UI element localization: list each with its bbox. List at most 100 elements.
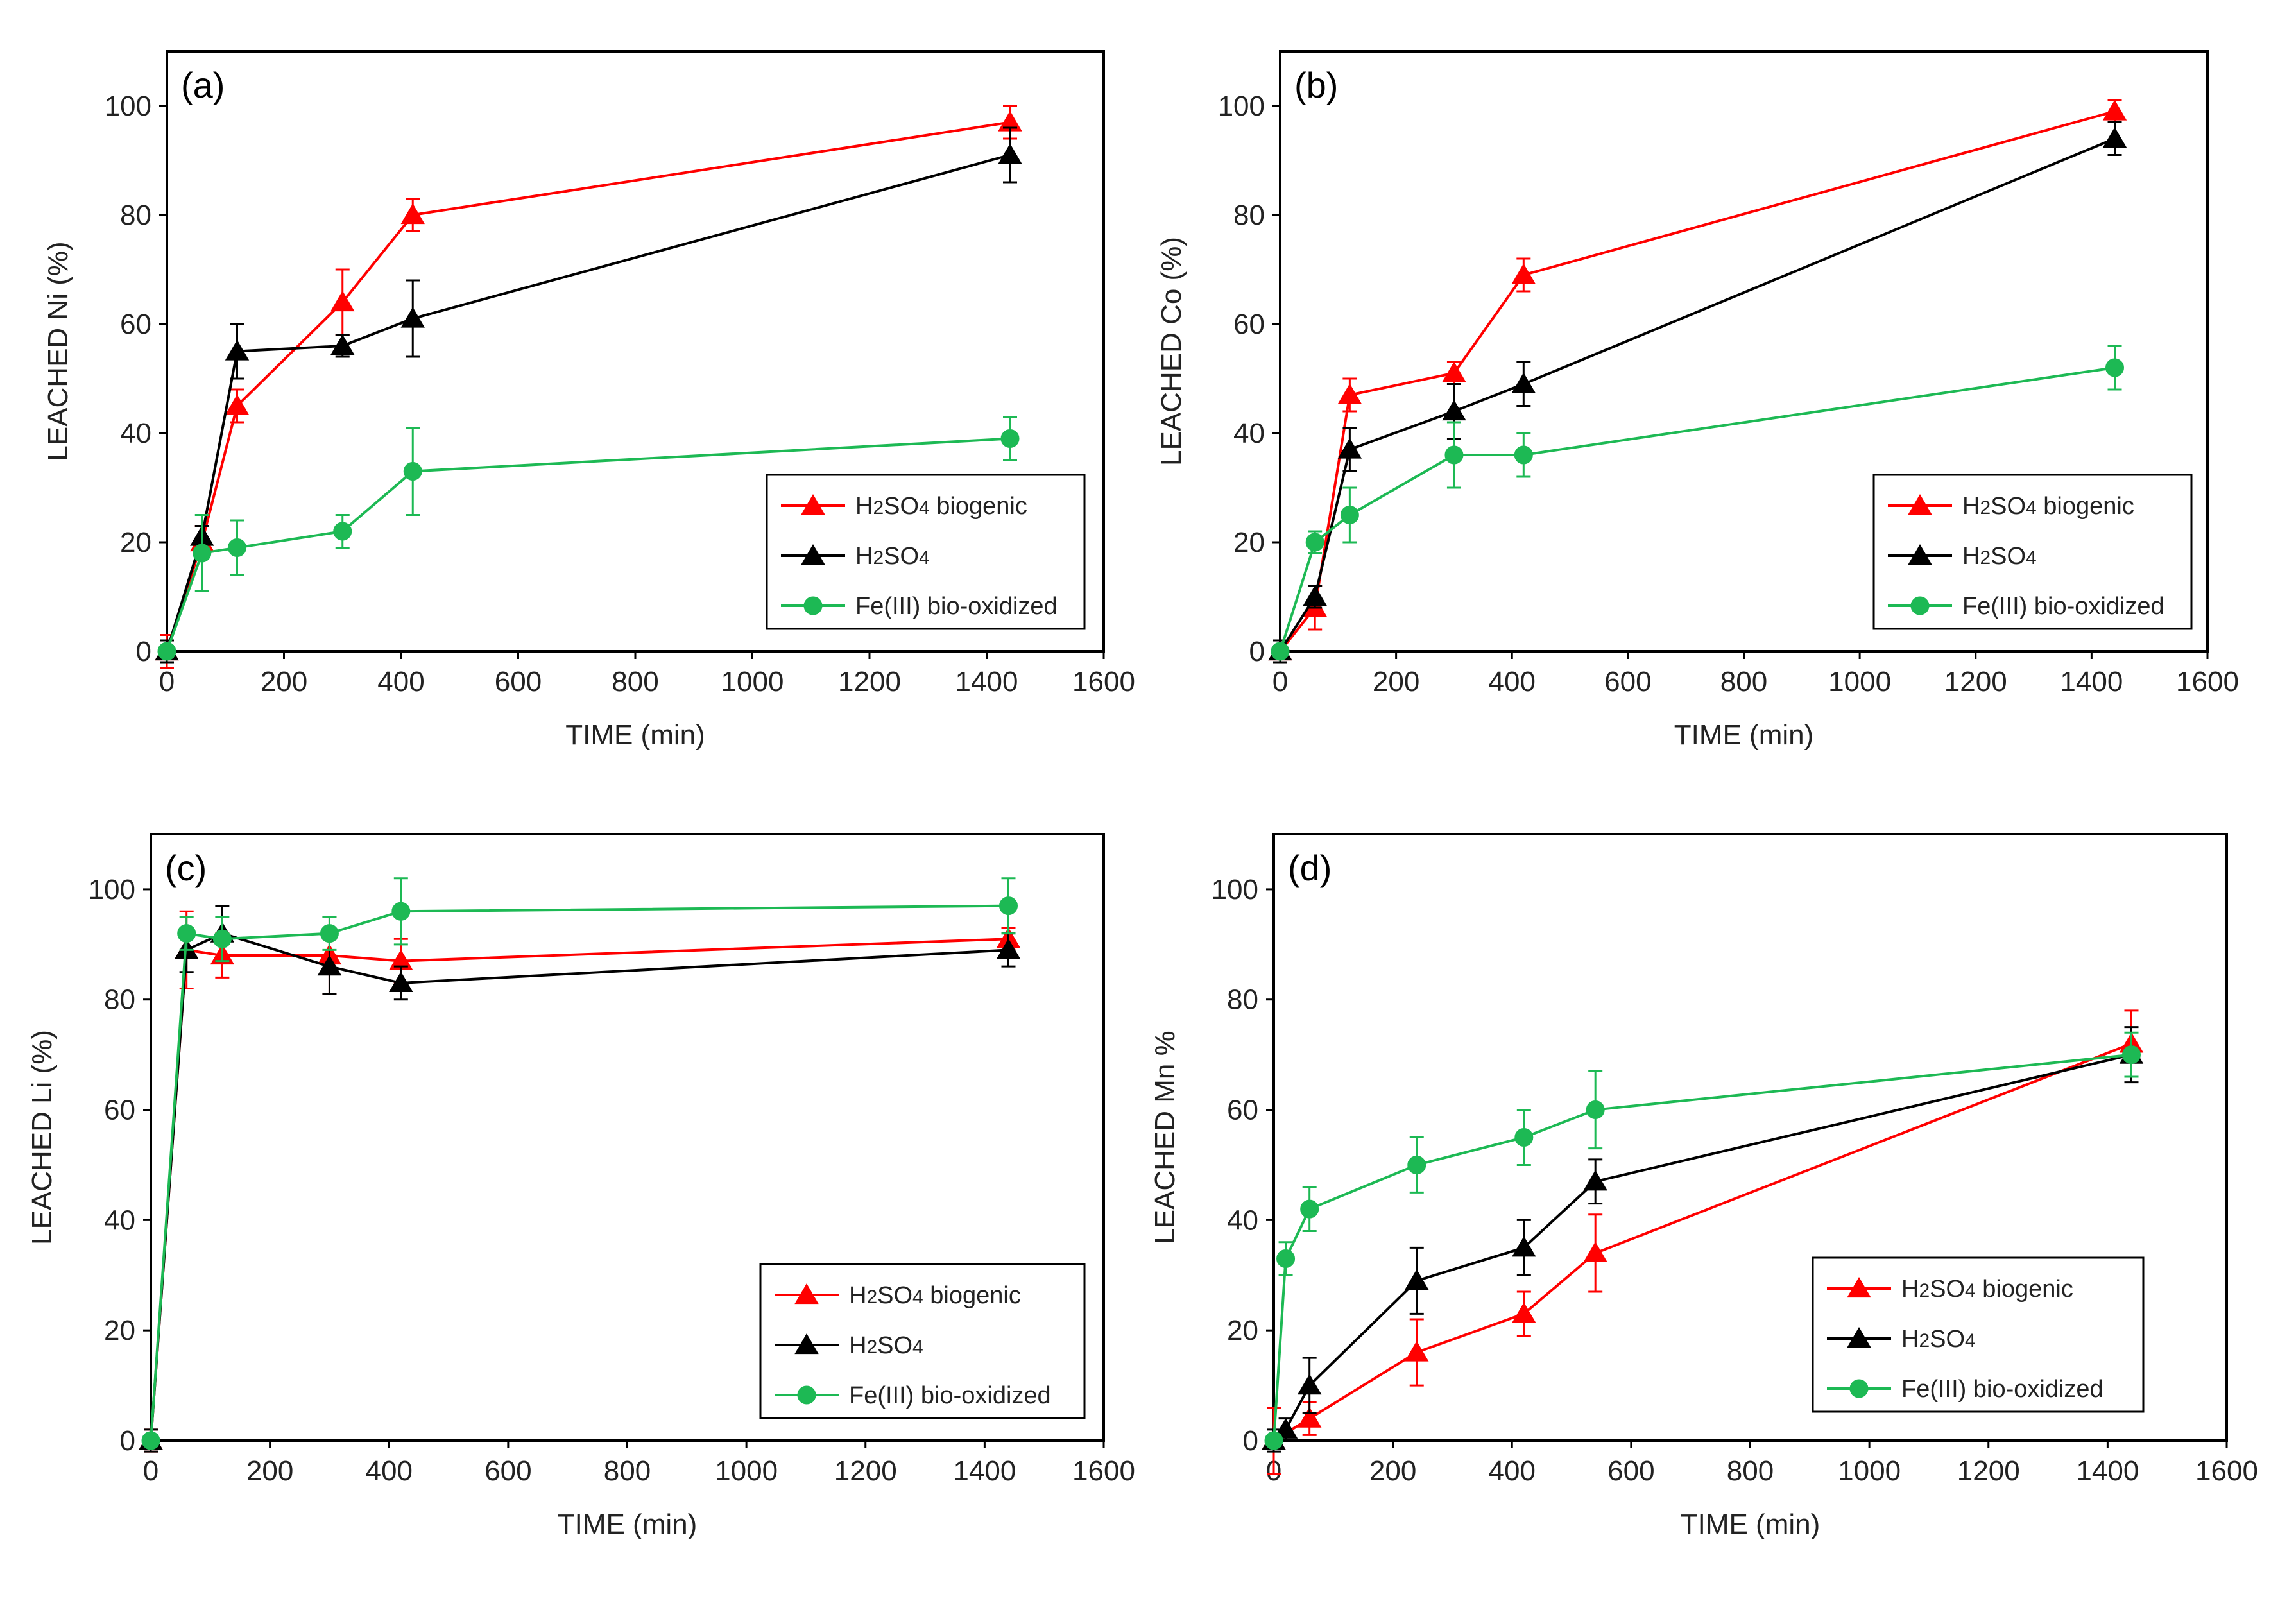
x-tick-label: 600 — [484, 1455, 531, 1487]
x-tick-label: 200 — [261, 666, 307, 698]
x-tick-label: 400 — [377, 666, 424, 698]
x-tick-label: 800 — [612, 666, 658, 698]
data-point — [1264, 1431, 1283, 1450]
x-tick-label: 1200 — [838, 666, 901, 698]
data-point — [998, 143, 1022, 164]
x-tick-label: 800 — [1727, 1455, 1774, 1487]
data-point — [1511, 263, 1536, 284]
y-tick-label: 40 — [120, 418, 151, 449]
legend-marker — [801, 494, 825, 515]
data-point — [225, 339, 250, 361]
legend-label: H2SO4 — [1901, 1326, 1976, 1353]
data-point — [2105, 358, 2124, 377]
y-tick-label: 40 — [1227, 1204, 1258, 1236]
y-tick-label: 20 — [120, 527, 151, 558]
y-tick-label: 80 — [104, 984, 135, 1016]
legend-label: Fe(III) bio-oxidized — [1901, 1376, 2103, 1403]
data-point — [1297, 1407, 1322, 1428]
series-line — [150, 904, 1009, 1441]
y-tick-label: 40 — [104, 1204, 135, 1236]
data-point — [2102, 127, 2127, 148]
data-point — [1340, 506, 1359, 524]
y-tick-label: 80 — [1233, 200, 1265, 231]
data-point — [1297, 1374, 1322, 1395]
series-2 — [1268, 121, 2127, 664]
data-point — [330, 291, 355, 312]
data-point — [1273, 1417, 1298, 1439]
x-tick-label: 0 — [1272, 666, 1288, 698]
legend-marker — [794, 1333, 819, 1355]
data-point — [1303, 585, 1327, 606]
y-tick-label: 100 — [89, 874, 135, 905]
data-point — [1442, 400, 1466, 421]
x-tick-label: 600 — [1607, 1455, 1654, 1487]
x-tick-label: 1400 — [2076, 1455, 2139, 1487]
y-tick-label: 60 — [120, 309, 151, 340]
data-point — [1511, 372, 1536, 393]
data-point — [1442, 361, 1466, 382]
data-point — [1000, 429, 1020, 448]
legend: H2SO4 biogenic H2SO4 Fe(III) bio-oxidized — [766, 474, 1086, 630]
y-tick-label: 60 — [104, 1095, 135, 1126]
series-3 — [1271, 345, 2124, 661]
panel-label: (d) — [1288, 848, 1332, 888]
legend-label: Fe(III) bio-oxidized — [855, 593, 1058, 620]
x-tick-label: 1600 — [2176, 666, 2239, 698]
series-line — [1279, 366, 2115, 652]
y-tick-label: 60 — [1233, 309, 1265, 340]
legend-marker — [1847, 1327, 1871, 1348]
data-point — [1583, 1170, 1607, 1191]
series-3 — [141, 877, 1018, 1450]
x-tick-label: 600 — [495, 666, 542, 698]
data-point — [1405, 1269, 1429, 1290]
chart-panel-4: 0 200 400 600 800 1000 1200 1400 160002040608010… — [1149, 833, 2258, 1540]
legend-marker — [797, 1385, 816, 1405]
data-point — [228, 538, 246, 557]
x-tick-label: 800 — [1720, 666, 1767, 698]
data-point — [2102, 99, 2127, 121]
series-3 — [1264, 1031, 2141, 1450]
data-point — [1305, 533, 1324, 552]
x-axis-title: TIME (min) — [558, 1509, 698, 1540]
chart-panel-1: 0 200 400 600 800 1000 1200 1400 1600 0 20 40 60 80 10… — [42, 50, 1135, 751]
x-tick-label: 200 — [246, 1455, 293, 1487]
data-point — [400, 203, 425, 225]
data-point — [1407, 1155, 1426, 1174]
x-tick-label: 1000 — [1838, 1455, 1901, 1487]
x-tick-label: 400 — [1489, 666, 1536, 698]
data-point — [1405, 1340, 1429, 1362]
legend-label: H2SO4 — [855, 543, 930, 570]
data-point — [1444, 445, 1464, 465]
legend-label: H2SO4 biogenic — [1962, 493, 2134, 520]
data-point — [1337, 383, 1362, 404]
x-tick-label: 400 — [366, 1455, 413, 1487]
y-tick-label: 80 — [120, 200, 151, 231]
data-point — [225, 394, 250, 415]
x-tick-label: 200 — [1369, 1455, 1416, 1487]
series-line — [166, 437, 1011, 652]
series-line — [1279, 137, 2116, 653]
panel-label: (b) — [1294, 65, 1338, 105]
x-tick-label: 1400 — [955, 666, 1018, 698]
x-tick-label: 1000 — [721, 666, 784, 698]
x-tick-label: 1600 — [1072, 1455, 1135, 1487]
data-point — [330, 334, 355, 355]
y-tick-label: 0 — [136, 636, 151, 667]
x-tick-label: 0 — [143, 1455, 158, 1487]
data-point — [212, 929, 232, 948]
legend: H2SO4 biogenic H2SO4 Fe(III) bio-oxidized — [759, 1263, 1086, 1419]
y-axis-title: LEACHED Li (%) — [26, 1030, 58, 1245]
data-point — [999, 896, 1018, 916]
data-point — [996, 938, 1021, 959]
y-tick-label: 0 — [1243, 1425, 1258, 1457]
x-axis-title: TIME (min) — [1674, 719, 1814, 751]
x-tick-label: 0 — [159, 666, 175, 698]
legend-marker — [1908, 494, 1932, 515]
y-tick-label: 0 — [120, 1425, 135, 1457]
x-axis-title: TIME (min) — [565, 719, 705, 751]
x-tick-label: 1000 — [715, 1455, 778, 1487]
series-line — [166, 121, 1011, 652]
legend-marker — [801, 544, 825, 565]
x-tick-label: 1600 — [1072, 666, 1135, 698]
